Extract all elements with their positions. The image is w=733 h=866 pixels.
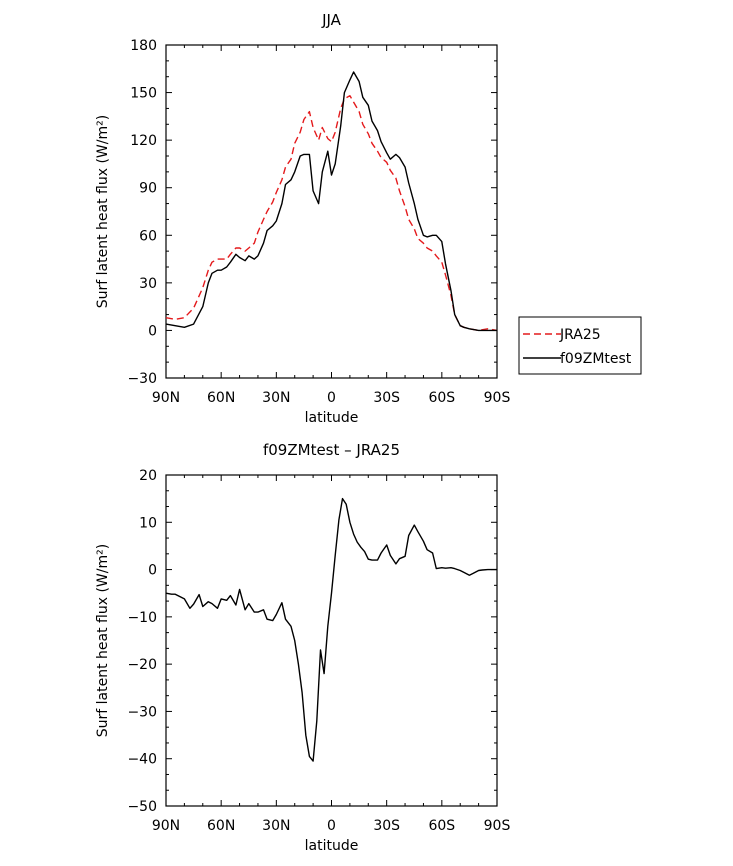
chart-panel-top: JJA −30 0 30 60 90 120 150 180 90N 60N 30N 0 30S 60S 90… xyxy=(95,11,510,426)
series-line-jra25 xyxy=(165,94,498,332)
chart-title: f09ZMtest – JRA25 xyxy=(263,441,400,459)
x-tick-label: 90S xyxy=(484,818,511,834)
x-tick-label: 60S xyxy=(428,390,455,406)
x-tick-label: 30N xyxy=(262,818,290,834)
y-tick-label: −10 xyxy=(127,610,157,626)
y-tick-label: 0 xyxy=(148,323,157,339)
y-tick-label: 0 xyxy=(148,563,157,579)
legend-label-jra25: JRA25 xyxy=(559,327,601,343)
legend-label-f09zmtest: f09ZMtest xyxy=(560,351,632,367)
x-axis-label: latitude xyxy=(305,838,359,854)
x-axis-label: latitude xyxy=(305,410,359,426)
x-tick-label: 60S xyxy=(428,818,455,834)
y-tick-label: 120 xyxy=(130,133,157,149)
y-tick-label: 90 xyxy=(139,181,157,197)
y-axis-label: Surf latent heat flux (W/m²) xyxy=(95,544,111,737)
y-tick-label: −40 xyxy=(127,752,157,768)
y-tick-label: 30 xyxy=(139,276,157,292)
x-tick-label: 0 xyxy=(327,390,336,406)
y-tick-label: −20 xyxy=(127,657,157,673)
x-tick-label: 90S xyxy=(484,390,511,406)
y-tick-label: 10 xyxy=(139,515,157,531)
y-tick-label: −30 xyxy=(127,704,157,720)
x-tick-label: 30N xyxy=(262,390,290,406)
y-tick-label: −50 xyxy=(127,799,157,815)
series-line-difference xyxy=(165,497,497,762)
chart-title: JJA xyxy=(321,11,342,29)
y-tick-label: −30 xyxy=(127,371,157,387)
x-tick-label: 60N xyxy=(207,818,235,834)
x-tick-label: 60N xyxy=(207,390,235,406)
series-line-f09zmtest xyxy=(165,71,497,332)
plot-frame xyxy=(165,44,498,379)
y-tick-label: 60 xyxy=(139,228,157,244)
plot-frame xyxy=(165,474,498,807)
chart-panel-bottom: f09ZMtest – JRA25 −50 −40 −30 −20 −10 0 10 20 90N… xyxy=(95,441,510,854)
chart-legend: JRA25 f09ZMtest xyxy=(518,316,642,375)
legend-box xyxy=(518,316,642,375)
y-axis-label: Surf latent heat flux (W/m²) xyxy=(95,115,111,308)
y-tick-label: 180 xyxy=(130,38,157,54)
x-tick-label: 90N xyxy=(152,818,180,834)
y-tick-label: 20 xyxy=(139,468,157,484)
x-tick-label: 0 xyxy=(327,818,336,834)
x-tick-label: 90N xyxy=(152,390,180,406)
y-tick-label: 150 xyxy=(130,86,157,102)
x-tick-label: 30S xyxy=(373,390,400,406)
x-tick-label: 30S xyxy=(373,818,400,834)
